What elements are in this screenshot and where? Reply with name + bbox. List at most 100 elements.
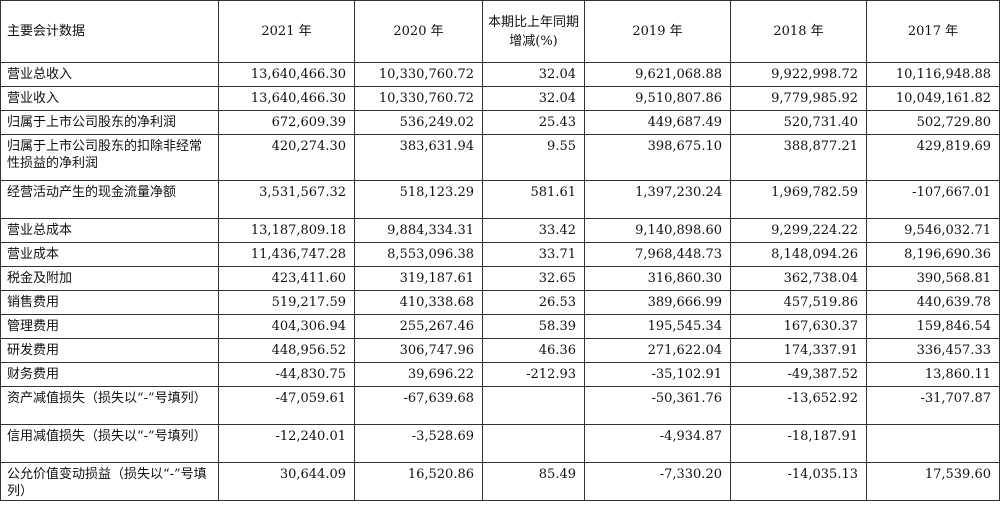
table-row: 销售费用 519,217.59 410,338.68 26.53 389,666.99 4… [0,290,1000,315]
header-cell: 主要会计数据 [0,0,219,63]
value-cell: -44,830.75 [218,362,355,387]
value-cell: 520,731.40 [730,110,867,135]
value-cell: 13,860.11 [866,362,1000,387]
value-cell: -47,059.61 [218,386,355,425]
value-cell: 10,330,760.72 [354,62,483,87]
value-cell: 9,510,807.86 [584,86,731,111]
value-cell: -31,707.87 [866,386,1000,425]
table-row: 财务费用 -44,830.75 39,696.22 -212.93 -35,102.91… [0,362,1000,387]
value-cell: 10,049,161.82 [866,86,1000,111]
table-row: 管理费用 404,306.94 255,267.46 58.39 195,545.34 1… [0,314,1000,339]
value-cell: 423,411.60 [218,266,355,291]
header-row: 主要会计数据 2021 年 2020 年 本期比上年同期增减(%) 2019 年… [0,0,1000,63]
row-label: 营业总收入 [0,62,219,87]
value-cell [482,386,585,425]
value-cell: -4,934.87 [584,424,731,463]
row-label: 营业收入 [0,86,219,111]
value-cell: -50,361.76 [584,386,731,425]
value-cell: 8,196,690.36 [866,242,1000,267]
value-cell: 440,639.78 [866,290,1000,315]
value-cell: -212.93 [482,362,585,387]
value-cell: 383,631.94 [354,134,483,181]
value-cell: 32.04 [482,86,585,111]
value-cell: 17,539.60 [866,462,1000,501]
table-body: 营业总收入 13,640,466.30 10,330,760.72 32.04 9,62… [0,62,1000,501]
row-label: 信用减值损失（损失以“-”号填列） [0,424,219,463]
value-cell: 9,140,898.60 [584,218,731,243]
value-cell: 319,187.61 [354,266,483,291]
table-row: 信用减值损失（损失以“-”号填列） -12,240.01 -3,528.69 -4,9… [0,424,1000,463]
value-cell: -67,639.68 [354,386,483,425]
value-cell: 174,337.91 [730,338,867,363]
value-cell: 1,397,230.24 [584,180,731,219]
value-cell: -107,667.01 [866,180,1000,219]
table-row: 研发费用 448,956.52 306,747.96 46.36 271,622.04 1… [0,338,1000,363]
row-label: 财务费用 [0,362,219,387]
value-cell: 58.39 [482,314,585,339]
value-cell: 457,519.86 [730,290,867,315]
value-cell: 1,969,782.59 [730,180,867,219]
value-cell: 519,217.59 [218,290,355,315]
value-cell: 13,640,466.30 [218,62,355,87]
table-row: 归属于上市公司股东的净利润 672,609.39 536,249.02 25.43 44… [0,110,1000,135]
value-cell: 32.04 [482,62,585,87]
value-cell: 420,274.30 [218,134,355,181]
header-cell: 本期比上年同期增减(%) [482,0,585,63]
value-cell: 518,123.29 [354,180,483,219]
row-label: 营业成本 [0,242,219,267]
value-cell: 167,630.37 [730,314,867,339]
value-cell: 449,687.49 [584,110,731,135]
value-cell: 336,457.33 [866,338,1000,363]
value-cell: 536,249.02 [354,110,483,135]
value-cell: 362,738.04 [730,266,867,291]
value-cell: 33.42 [482,218,585,243]
value-cell: 195,545.34 [584,314,731,339]
row-label: 公允价值变动损益（损失以“-”号填列） [0,462,219,501]
value-cell: 16,520.86 [354,462,483,501]
value-cell: 502,729.80 [866,110,1000,135]
row-label: 销售费用 [0,290,219,315]
value-cell: 33.71 [482,242,585,267]
table-row: 经营活动产生的现金流量净额 3,531,567.32 518,123.29 581.6… [0,180,1000,219]
row-label: 税金及附加 [0,266,219,291]
table-row: 归属于上市公司股东的扣除非经常性损益的净利润 420,274.30 383,631.… [0,134,1000,181]
value-cell: 26.53 [482,290,585,315]
value-cell: 9,621,068.88 [584,62,731,87]
value-cell: 398,675.10 [584,134,731,181]
table-row: 营业收入 13,640,466.30 10,330,760.72 32.04 9,510… [0,86,1000,111]
row-label: 管理费用 [0,314,219,339]
value-cell: 404,306.94 [218,314,355,339]
value-cell: 306,747.96 [354,338,483,363]
row-label: 归属于上市公司股东的净利润 [0,110,219,135]
value-cell [482,424,585,463]
row-label: 经营活动产生的现金流量净额 [0,180,219,219]
row-label: 归属于上市公司股东的扣除非经常性损益的净利润 [0,134,219,181]
value-cell: 429,819.69 [866,134,1000,181]
row-label: 资产减值损失（损失以“-”号填列） [0,386,219,425]
value-cell: -13,652.92 [730,386,867,425]
value-cell: 448,956.52 [218,338,355,363]
value-cell: 9,546,032.71 [866,218,1000,243]
value-cell: -35,102.91 [584,362,731,387]
value-cell: 390,568.81 [866,266,1000,291]
value-cell: 9,922,998.72 [730,62,867,87]
row-label: 研发费用 [0,338,219,363]
value-cell: -18,187.91 [730,424,867,463]
value-cell: -12,240.01 [218,424,355,463]
row-label: 营业总成本 [0,218,219,243]
value-cell: -7,330.20 [584,462,731,501]
table-row: 资产减值损失（损失以“-”号填列） -47,059.61 -67,639.68 -50… [0,386,1000,425]
value-cell: 11,436,747.28 [218,242,355,267]
table-row: 营业总收入 13,640,466.30 10,330,760.72 32.04 9,62… [0,62,1000,87]
value-cell: -14,035.13 [730,462,867,501]
table-row: 税金及附加 423,411.60 319,187.61 32.65 316,860.30… [0,266,1000,291]
value-cell: 30,644.09 [218,462,355,501]
header-cell: 2021 年 [218,0,355,63]
value-cell: 672,609.39 [218,110,355,135]
value-cell: 388,877.21 [730,134,867,181]
value-cell: 85.49 [482,462,585,501]
table-row: 营业成本 11,436,747.28 8,553,096.38 33.71 7,968,… [0,242,1000,267]
header-cell: 2018 年 [730,0,867,63]
value-cell: 10,330,760.72 [354,86,483,111]
value-cell: 316,860.30 [584,266,731,291]
